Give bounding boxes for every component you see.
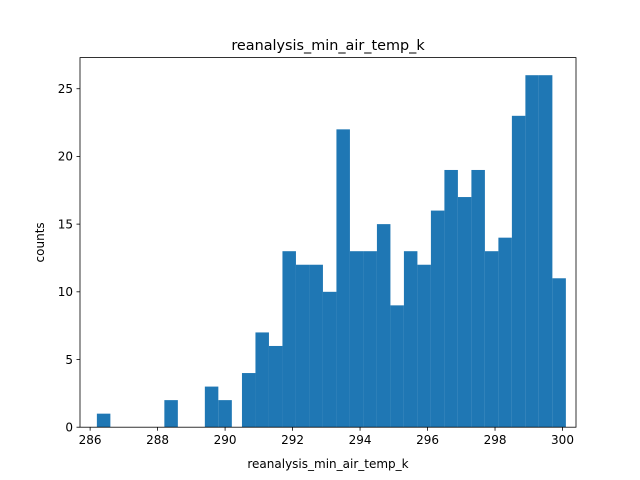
histogram-bar: [498, 237, 512, 428]
histogram-bar: [417, 264, 431, 428]
histogram-bar: [552, 278, 566, 428]
y-axis-title: counts: [33, 222, 47, 262]
histogram-bar: [268, 345, 283, 428]
histogram-bar: [484, 251, 499, 428]
histogram-bar: [295, 264, 310, 428]
bars-group: [96, 75, 566, 428]
histogram-bar: [390, 305, 404, 428]
histogram-bar: [336, 129, 350, 428]
x-tick-label: 300: [551, 433, 574, 447]
y-tick-label: 5: [65, 353, 73, 367]
y-tick-label: 15: [58, 217, 73, 231]
x-tick-label: 294: [349, 433, 372, 447]
x-tick-label: 290: [214, 433, 237, 447]
x-tick-label: 298: [484, 433, 507, 447]
chart-title: reanalysis_min_air_temp_k: [231, 38, 425, 54]
histogram-bar: [255, 332, 269, 428]
x-tick-label: 288: [146, 433, 169, 447]
histogram-bar: [241, 373, 256, 428]
histogram-bar: [322, 291, 337, 428]
x-axis-title: reanalysis_min_air_temp_k: [247, 457, 408, 471]
y-tick-label: 0: [65, 421, 73, 435]
x-axis-ticks: 286 288 290 292 294 296 298 300: [79, 427, 574, 447]
x-tick-label: 286: [79, 433, 102, 447]
histogram-bar: [164, 400, 178, 428]
y-tick-label: 10: [58, 285, 73, 299]
histogram-bar: [376, 224, 391, 428]
histogram-bar: [525, 75, 539, 428]
histogram-bar: [282, 251, 296, 428]
x-tick-label: 296: [416, 433, 439, 447]
x-tick-label: 292: [281, 433, 304, 447]
histogram-bar: [444, 169, 458, 428]
plot-frame: [79, 57, 577, 428]
y-tick-label: 25: [58, 82, 73, 96]
y-tick-label: 20: [58, 150, 73, 164]
histogram-bar: [204, 386, 219, 428]
histogram-bar: [309, 264, 323, 428]
y-axis-ticks: 0 5 10 15 20 25: [58, 82, 80, 435]
histogram-bar: [471, 169, 485, 428]
histogram-bar: [430, 210, 445, 428]
histogram-bar: [96, 413, 111, 428]
histogram-bar: [363, 251, 377, 428]
histogram-bar: [457, 197, 472, 428]
histogram-bar: [218, 400, 232, 428]
histogram-bar: [538, 75, 553, 428]
histogram-bar: [511, 115, 526, 428]
histogram-bar: [403, 251, 418, 428]
histogram-bar: [349, 251, 364, 428]
